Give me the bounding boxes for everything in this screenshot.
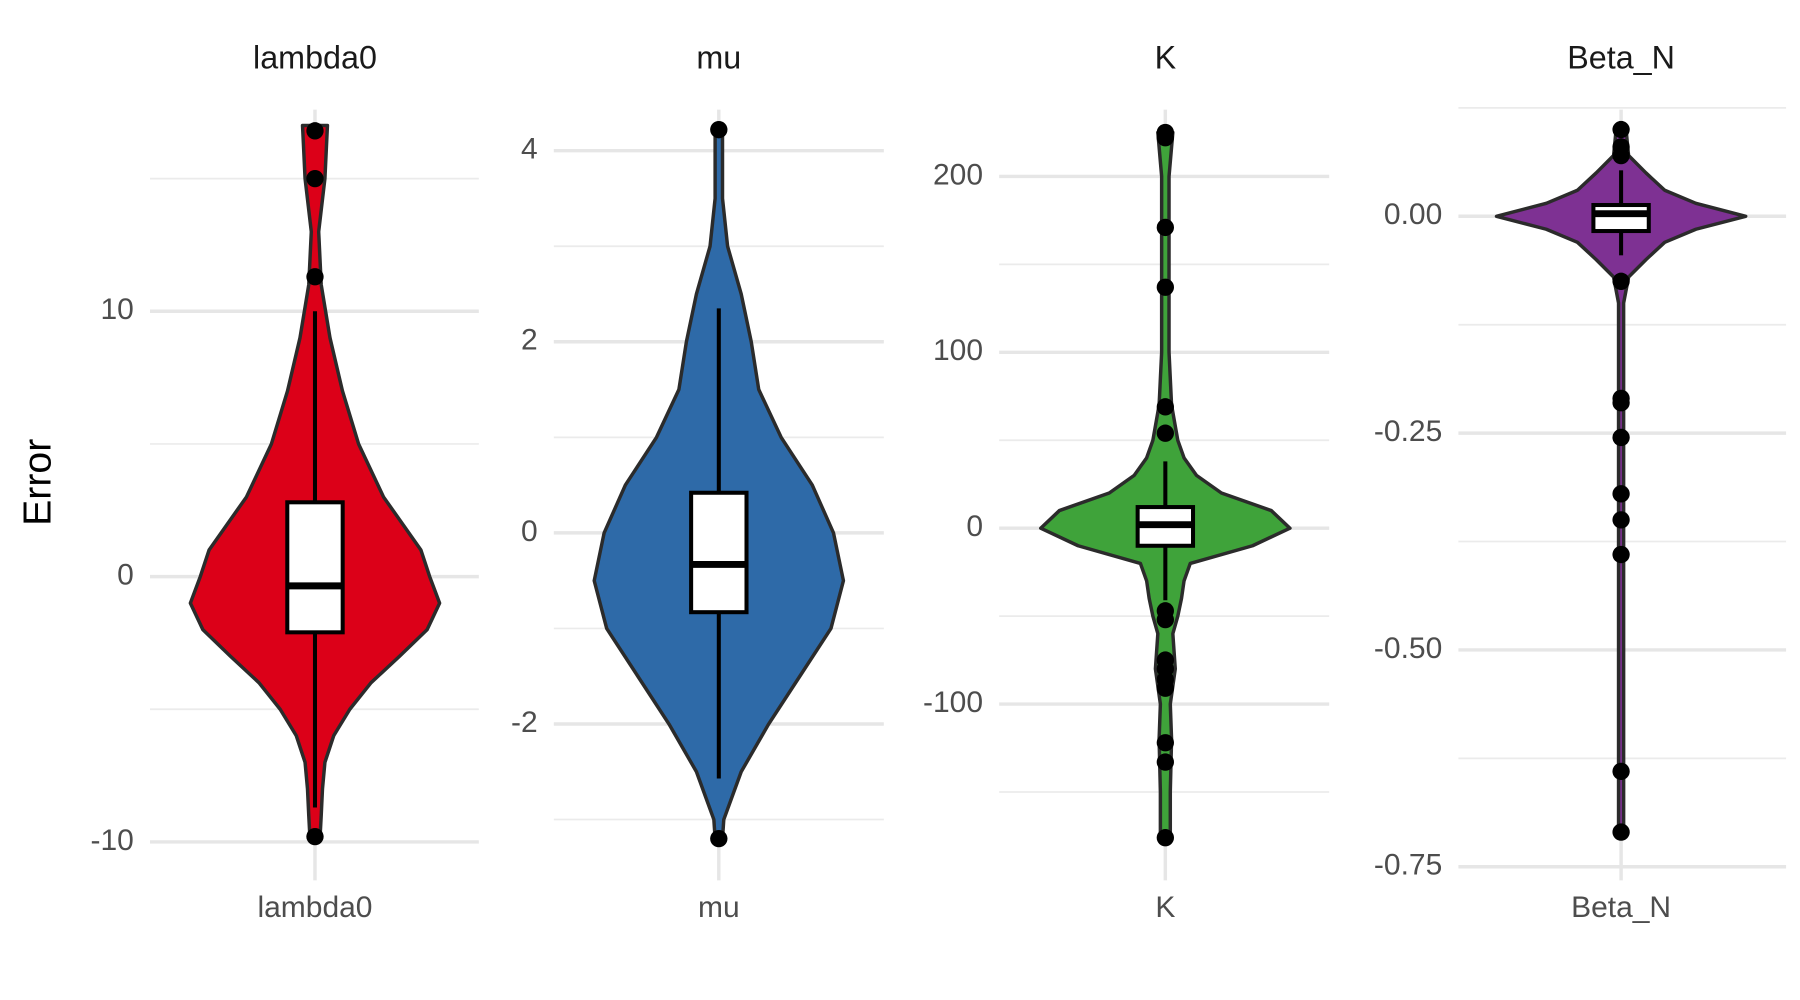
outlier-point [1156,734,1174,752]
y-tick-label: -0.50 [1374,632,1442,665]
box [689,490,749,615]
outlier-point [1612,394,1630,412]
outlier-point [710,121,728,139]
outlier-point [1612,511,1630,529]
y-tick-label: 200 [933,158,983,191]
outlier-point [1156,610,1174,629]
y-tick-label: 0 [521,515,538,548]
x-tick-label: mu [698,891,740,924]
outlier-point [1156,398,1174,416]
y-tick-label: 10 [100,293,133,326]
y-tick-label: -0.25 [1374,415,1442,448]
outlier-point [306,827,324,846]
y-tick-label: 100 [933,334,983,367]
outlier-point [1156,424,1174,442]
box [1591,202,1651,234]
y-tick-label: 0.00 [1384,198,1442,231]
y-tick-label: -100 [923,686,983,719]
outlier-point [1612,762,1630,781]
outlier-point [1612,485,1630,503]
outlier-point [710,829,728,848]
y-tick-label: 0 [117,559,134,592]
outlier-point [1612,272,1630,290]
panel-title: K [1155,40,1177,76]
y-tick-label: 2 [521,324,538,357]
plot-area: -10010lambda0lambda0Error-2024mumu-10001… [16,40,1787,924]
box [285,500,345,635]
outlier-point [1612,428,1630,447]
panel-title: lambda0 [253,40,377,76]
y-axis-title: Error [16,439,60,526]
y-tick-label: 0 [966,510,983,543]
outlier-point [1156,679,1174,697]
y-tick-label: 4 [521,133,538,166]
y-tick-label: -0.75 [1374,849,1442,882]
panel-title: mu [696,40,741,76]
outlier-point [306,268,324,286]
outlier-point [1612,120,1630,139]
panel-title: Beta_N [1567,40,1675,76]
outlier-point [1156,218,1174,237]
x-tick-label: lambda0 [257,891,372,924]
outlier-point [1156,129,1174,147]
x-tick-label: K [1155,891,1175,924]
x-tick-label: Beta_N [1571,891,1671,924]
outlier-point [1156,829,1174,847]
outlier-point [1156,278,1174,296]
outlier-point [306,169,324,188]
outlier-point [1156,753,1174,771]
outlier-point [1612,146,1630,165]
outlier-point [306,122,324,140]
outlier-point [1612,823,1630,841]
outlier-point [1612,545,1630,564]
y-tick-label: -2 [511,706,538,739]
y-tick-label: -10 [90,824,133,857]
